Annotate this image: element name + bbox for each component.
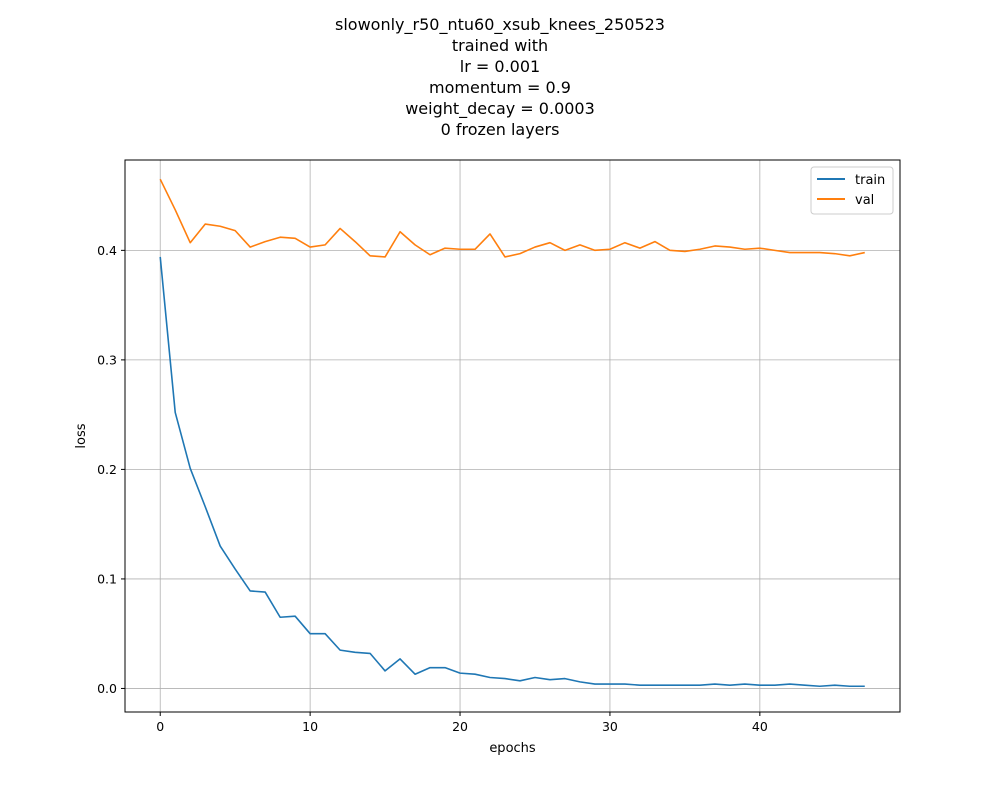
legend-label-train: train — [855, 173, 885, 188]
x-tick-label: 30 — [602, 719, 618, 734]
y-tick-label: 0.2 — [97, 462, 117, 477]
x-tick-label: 20 — [452, 719, 468, 734]
y-tick-label: 0.4 — [97, 243, 117, 258]
legend: train val — [810, 166, 894, 215]
title-line-run-name: slowonly_r50_ntu60_xsub_knees_250523 — [335, 15, 665, 34]
x-tick-label: 10 — [302, 719, 318, 734]
x-tick-label: 40 — [752, 719, 768, 734]
series-line-train — [159, 256, 865, 688]
x-axis-label: epochs — [489, 741, 536, 756]
chart-title: slowonly_r50_ntu60_xsub_knees_250523 tra… — [0, 14, 1000, 140]
y-tick-label: 0.3 — [97, 352, 117, 367]
grid — [125, 160, 900, 712]
series-line-val — [159, 178, 865, 258]
y-tick-label: 0.1 — [97, 571, 117, 586]
title-line-weight-decay: weight_decay = 0.0003 — [405, 99, 595, 118]
title-line-lr: lr = 0.001 — [459, 57, 541, 76]
axis-ticks: 0 10 20 30 40 0.0 0.1 0.2 0.3 0.4 — [97, 243, 768, 734]
x-tick-label: 0 — [156, 719, 164, 734]
title-line-trained-with: trained with — [451, 36, 549, 55]
title-line-momentum: momentum = 0.9 — [429, 78, 571, 97]
y-tick-label: 0.0 — [97, 681, 117, 696]
legend-label-val: val — [855, 193, 874, 208]
plot-area-frame — [124, 159, 901, 713]
y-axis-label: loss — [74, 423, 89, 448]
title-line-frozen-layers: 0 frozen layers — [440, 120, 560, 139]
series-lines — [159, 178, 865, 688]
